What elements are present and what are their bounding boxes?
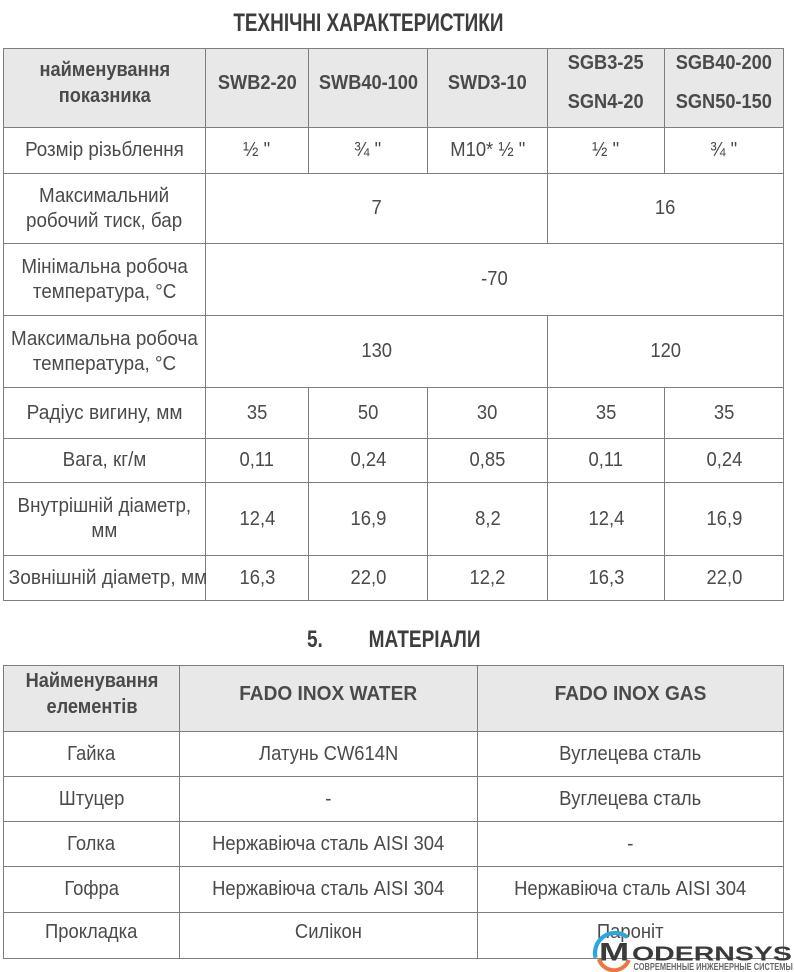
svg-text:СОВРЕМЕННЫЕ ИНЖЕНЕРНЫЕ СИСТЕМЫ: СОВРЕМЕННЫЕ ИНЖЕНЕРНЫЕ СИСТЕМЫ: [634, 961, 793, 972]
svg-text:M: M: [599, 938, 629, 966]
svg-text:ODERNSYS: ODERNSYS: [632, 943, 792, 965]
